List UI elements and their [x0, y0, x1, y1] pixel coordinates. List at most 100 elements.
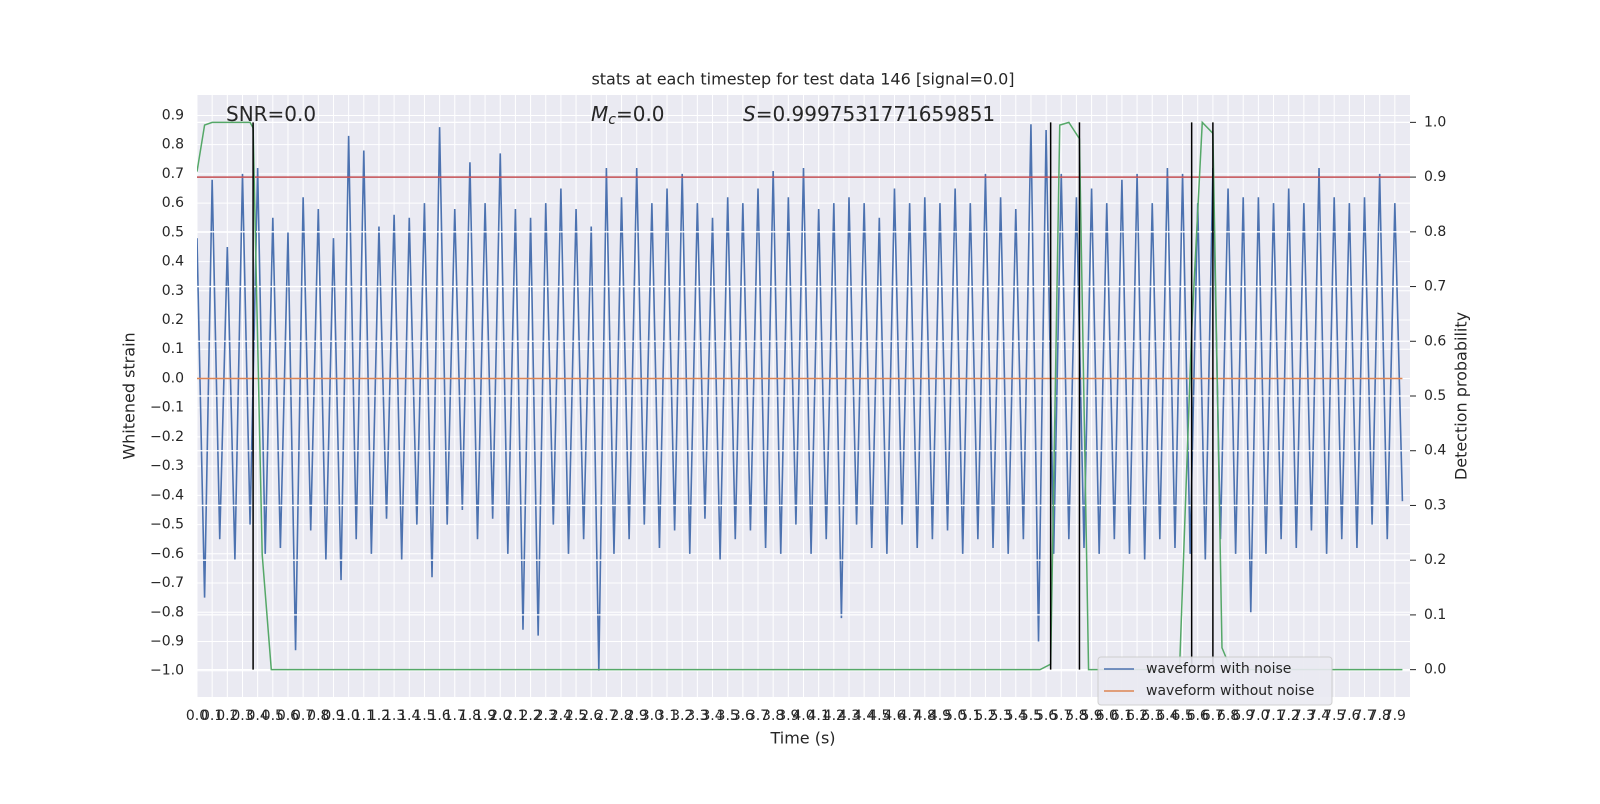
x-tick-label: 7.2 [1278, 708, 1300, 724]
y2-tick-label: 0.9 [1424, 169, 1446, 185]
x-tick-label: 1.1 [353, 708, 375, 724]
y-tick-label: −0.5 [150, 517, 184, 533]
x-tick-label: 6.8 [1217, 708, 1239, 724]
x-tick-label: 0.3 [231, 708, 253, 724]
x-tick-label: 1.6 [428, 708, 450, 724]
legend-label: waveform without noise [1146, 683, 1314, 699]
x-tick-label: 2.3 [535, 708, 557, 724]
x-tick-label: 1.8 [459, 708, 481, 724]
x-tick-label: 4.1 [808, 708, 830, 724]
x-tick-label: 5.1 [959, 708, 981, 724]
x-tick-label: 1.7 [444, 708, 466, 724]
x-tick-label: 6.1 [1111, 708, 1133, 724]
y-tick-label: −0.3 [150, 458, 184, 474]
x-tick-label: 3.1 [656, 708, 678, 724]
marks [197, 120, 1410, 671]
y2-tick-label: 1.0 [1424, 114, 1446, 130]
y-tick-label: −0.4 [150, 487, 184, 503]
annotations: SNR=0.0 Mc=0.0 S=0.9997531771659851 [226, 102, 995, 129]
y2-axis-label: Detection probability [1452, 312, 1471, 480]
x-tick-label: 3.3 [686, 708, 708, 724]
annotation: Mc=0.0 [591, 102, 665, 129]
x-tick-label: 3.8 [762, 708, 784, 724]
x-tick-label: 0.5 [262, 708, 284, 724]
x-tick-label: 1.3 [383, 708, 405, 724]
y2-tick-label: 0.8 [1424, 224, 1446, 240]
annotation: SNR=0.0 [226, 102, 316, 126]
x-tick-label: 1.4 [398, 708, 420, 724]
y-tick-label: 0.2 [162, 312, 184, 328]
x-tick-label: 5.3 [989, 708, 1011, 724]
x-tick-label: 4.9 [929, 708, 951, 724]
chart-title: stats at each timestep for test data 146… [591, 70, 1014, 89]
x-tick-label: 3.5 [717, 708, 739, 724]
y-tick-label: −0.9 [150, 633, 184, 649]
y2-tick-label: 0.4 [1424, 443, 1446, 459]
x-tick-label: 6.4 [1156, 708, 1178, 724]
x-tick-label: 4.0 [792, 708, 814, 724]
x-tick-label: 7.1 [1262, 708, 1284, 724]
x-tick-label: 7.3 [1293, 708, 1315, 724]
annotation-symbol: S [743, 102, 756, 126]
x-tick-label: 0.0 [186, 708, 208, 724]
y-axis-label: Whitened strain [120, 332, 139, 459]
y-tick-label: −0.6 [150, 546, 184, 562]
series-line [197, 124, 1404, 671]
y-tick-label: 0.5 [162, 224, 184, 240]
y-tick-label: 0.6 [162, 195, 184, 211]
x-tick-label: 5.9 [1080, 708, 1102, 724]
annotation-text: =0.0 [616, 102, 665, 126]
x-tick-label: 0.6 [277, 708, 299, 724]
x-tick-label: 5.5 [1020, 708, 1042, 724]
x-tick-label: 2.4 [550, 708, 572, 724]
y2-tick-label: 0.2 [1424, 552, 1446, 568]
annotation: S=0.9997531771659851 [743, 102, 995, 126]
x-tick-label: 5.7 [1050, 708, 1072, 724]
x-tick-label: 1.2 [368, 708, 390, 724]
y-tick-label: 0.9 [162, 107, 184, 123]
x-tick-label: 6.9 [1232, 708, 1254, 724]
x-tick-label: 7.0 [1247, 708, 1269, 724]
x-tick-label: 7.5 [1323, 708, 1345, 724]
y-tick-label: 0.7 [162, 166, 184, 182]
x-tick-label: 3.0 [641, 708, 663, 724]
x-tick-label: 6.0 [1096, 708, 1118, 724]
x-tick-label: 1.0 [337, 708, 359, 724]
x-tick-label: 2.2 [519, 708, 541, 724]
x-tick-label: 3.4 [701, 708, 723, 724]
y2-tick-label: 0.7 [1424, 279, 1446, 295]
y-tick-label: 0.3 [162, 283, 184, 299]
x-tick-label: 4.2 [823, 708, 845, 724]
x-tick-label: 4.5 [868, 708, 890, 724]
y-tick-label: −0.7 [150, 575, 184, 591]
annotation-text: =0.9997531771659851 [756, 102, 995, 126]
x-tick-label: 2.9 [626, 708, 648, 724]
x-tick-label: 1.9 [474, 708, 496, 724]
x-tick-label: 3.6 [732, 708, 754, 724]
y-tick-label: 0.8 [162, 137, 184, 153]
x-tick-label: 7.7 [1353, 708, 1375, 724]
x-tick-label: 1.5 [413, 708, 435, 724]
x-tick-label: 6.3 [1141, 708, 1163, 724]
x-axis-label: Time (s) [769, 729, 835, 748]
legend-box [1097, 656, 1333, 706]
x-tick-label: 4.6 [883, 708, 905, 724]
y2-tick-label: 0.0 [1424, 662, 1446, 678]
x-tick-label: 0.7 [292, 708, 314, 724]
series-line [197, 120, 1403, 671]
x-tick-label: 2.1 [504, 708, 526, 724]
annotation-symbol: M [591, 102, 608, 126]
annotation-text: SNR=0.0 [226, 102, 316, 126]
x-tick-label: 4.7 [899, 708, 921, 724]
y2-tick-label: 0.1 [1424, 607, 1446, 623]
x-tick-label: 6.2 [1126, 708, 1148, 724]
x-tick-label: 7.6 [1338, 708, 1360, 724]
x-tick-label: 4.4 [853, 708, 875, 724]
x-tick-label: 6.5 [1171, 708, 1193, 724]
x-tick-label: 6.6 [1187, 708, 1209, 724]
y-tick-label: −0.8 [150, 604, 184, 620]
x-tick-label: 7.9 [1384, 708, 1406, 724]
x-tick-label: 7.4 [1308, 708, 1330, 724]
